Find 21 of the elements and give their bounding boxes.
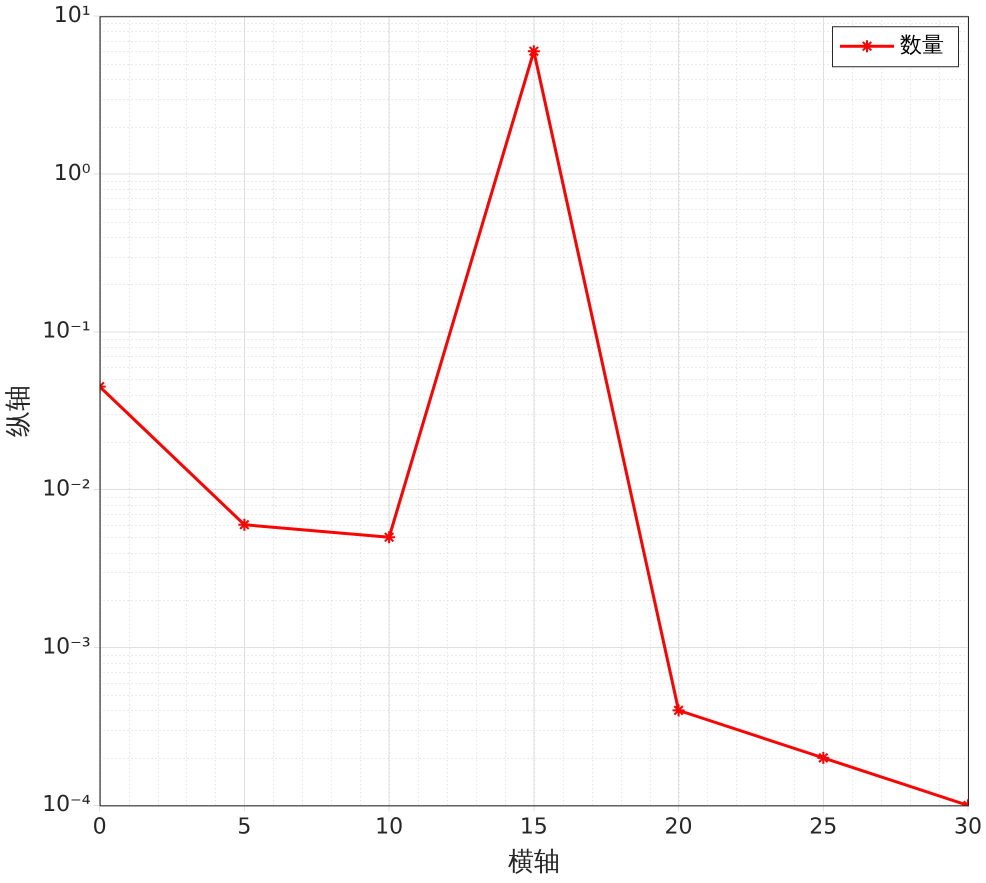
x-tick-label: 25 [809, 814, 838, 840]
point [237, 518, 252, 532]
legend-label: 数量 [900, 32, 944, 58]
x-tick-label: 0 [92, 814, 107, 840]
y-tick-label: 10⁻⁴ [42, 792, 91, 818]
y-tick-label: 10¹ [54, 2, 91, 28]
y-axis-title: 纵轴 [3, 384, 34, 437]
point [382, 530, 396, 544]
y-tick-label: 10⁰ [54, 160, 91, 186]
point [526, 44, 541, 58]
point [672, 703, 686, 718]
y-tick-label: 10⁻³ [42, 634, 91, 660]
y-tick-label: 10⁻¹ [42, 318, 91, 344]
x-tick-label: 15 [520, 814, 548, 840]
x-tick-label: 10 [375, 814, 404, 840]
x-tick-label: 20 [664, 814, 693, 840]
x-tick-label: 30 [954, 814, 982, 840]
x-tick-label: 5 [237, 814, 252, 840]
y-tick-label: 10⁻² [42, 476, 91, 502]
x-axis-title: 横轴 [508, 847, 560, 878]
point [816, 750, 830, 765]
